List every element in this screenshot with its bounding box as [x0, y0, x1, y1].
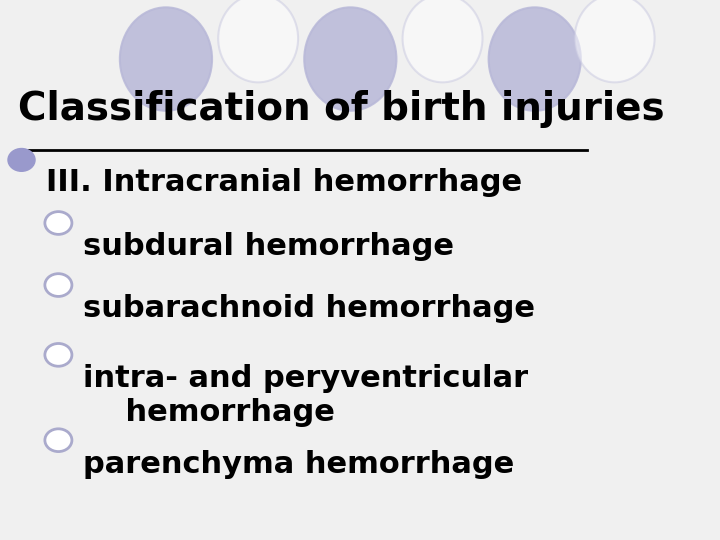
- Text: subarachnoid hemorrhage: subarachnoid hemorrhage: [83, 294, 535, 323]
- Text: parenchyma hemorrhage: parenchyma hemorrhage: [83, 449, 514, 478]
- Circle shape: [45, 343, 72, 366]
- Ellipse shape: [305, 8, 397, 111]
- Text: intra- and peryventricular
    hemorrhage: intra- and peryventricular hemorrhage: [83, 364, 528, 427]
- Text: III. Intracranial hemorrhage: III. Intracranial hemorrhage: [46, 167, 522, 197]
- Circle shape: [45, 274, 72, 296]
- Circle shape: [8, 148, 35, 171]
- Ellipse shape: [218, 0, 298, 82]
- Circle shape: [45, 212, 72, 234]
- Text: Classification of birth injuries: Classification of birth injuries: [19, 90, 665, 128]
- Ellipse shape: [575, 0, 654, 82]
- Ellipse shape: [402, 0, 482, 82]
- Text: subdural hemorrhage: subdural hemorrhage: [83, 232, 454, 261]
- Ellipse shape: [120, 8, 212, 111]
- Ellipse shape: [489, 8, 581, 111]
- Circle shape: [45, 429, 72, 451]
